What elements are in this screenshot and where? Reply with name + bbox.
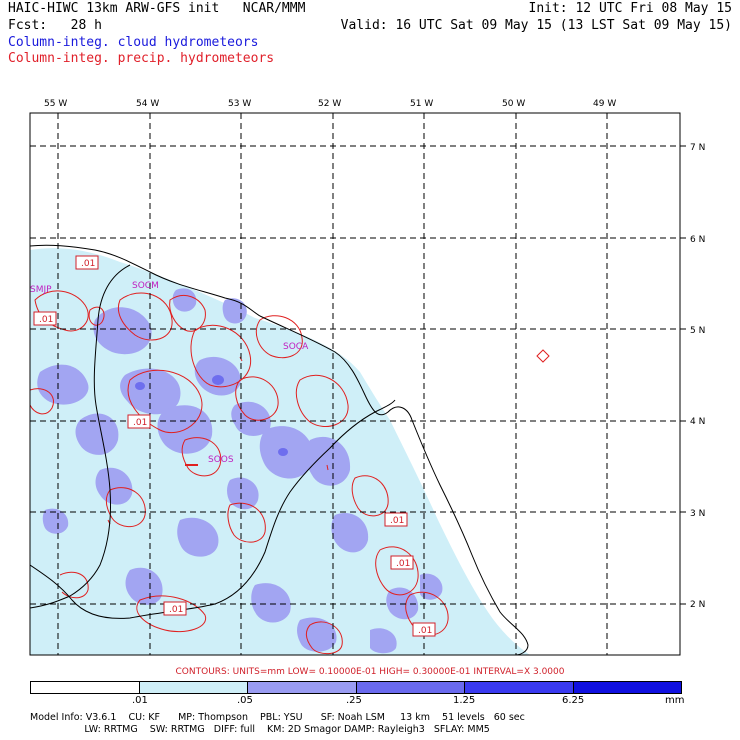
contour-label: .01 (33, 311, 57, 326)
lon-label-55w: 55 W (44, 99, 67, 109)
lon-label-52w: 52 W (318, 99, 341, 109)
lat-label-3n: 3 N (690, 509, 705, 519)
lat-lon-grid (30, 113, 680, 655)
contours-info: CONTOURS: UNITS=mm LOW= 0.10000E-01 HIGH… (175, 667, 565, 677)
model-info-line1: Model Info: V3.6.1 CU: KF MP: Thompson P… (30, 712, 525, 723)
latitude-labels: 7 N 6 N 5 N 4 N 3 N 2 N (690, 143, 705, 610)
cloud-shading-dark (135, 375, 288, 456)
colorbar-tick: .25 (346, 695, 362, 706)
colorbar-tick: .05 (237, 695, 253, 706)
lat-label-6n: 6 N (690, 235, 705, 245)
init-time: Init: 12 UTC Fri 08 May 15 (528, 1, 733, 16)
lat-label-7n: 7 N (690, 143, 705, 153)
svg-text:.01: .01 (169, 605, 183, 615)
colorbar-bin-0 (31, 682, 139, 693)
colorbar-bin-4 (464, 682, 573, 693)
station-soos: SOOS (208, 455, 234, 465)
valid-time: Valid: 16 UTC Sat 09 May 15 (13 LST Sat … (340, 18, 732, 33)
svg-text:.01: .01 (418, 626, 432, 636)
map-frame (29, 112, 681, 656)
model-title: HAIC-HIWC 13km ARW-GFS init NCAR/MMM (8, 1, 306, 16)
cloud-shading-medium (37, 288, 443, 654)
forecast-hour: Fcst: 28 h (8, 18, 102, 33)
svg-text:.01: .01 (81, 259, 95, 269)
lon-label-53w: 53 W (228, 99, 251, 109)
station-soca: SOCA (283, 342, 309, 352)
contour-label: .01 (384, 512, 408, 527)
svg-text:.01: .01 (396, 559, 410, 569)
precip-field-title: Column-integ. precip. hydrometeors (8, 51, 275, 66)
station-smjp: SMJP (30, 285, 52, 295)
frame-ticks (680, 145, 686, 605)
contour-label: .01 (127, 414, 151, 429)
colorbar-bin-5 (572, 682, 681, 693)
contour-label: .01 (75, 255, 99, 270)
colorbar-bin-3 (355, 682, 464, 693)
contour-labels: .01 .01 .01 .01 .01 .01 .01 (33, 255, 436, 637)
colorbar-tick: .01 (132, 695, 148, 706)
longitude-labels: 55 W 54 W 53 W 52 W 51 W 50 W 49 W (44, 99, 616, 109)
colorbar-unit: mm (665, 695, 685, 706)
model-info-line2: LW: RRTMG SW: RRTMG DIFF: full KM: 2D Sm… (30, 724, 490, 735)
lat-label-5n: 5 N (690, 326, 705, 336)
cloud-field-title: Column-integ. cloud hydrometeors (8, 35, 259, 50)
station-socm: SOCM (132, 281, 159, 291)
colorbar-bin-1 (138, 682, 247, 693)
svg-text:.01: .01 (39, 315, 53, 325)
colorbar-tick: 1.25 (453, 695, 476, 706)
lon-label-54w: 54 W (136, 99, 159, 109)
lon-label-51w: 51 W (410, 99, 433, 109)
colorbar-bin-2 (247, 682, 356, 693)
svg-text:.01: .01 (133, 418, 147, 428)
contour-label: .01 (390, 555, 414, 570)
coastline (30, 244, 529, 655)
svg-text:.01: .01 (390, 516, 404, 526)
colorbar-tick: 6.25 (562, 695, 585, 706)
lon-label-50w: 50 W (502, 99, 525, 109)
lat-label-4n: 4 N (690, 417, 705, 427)
contour-label: .01 (412, 622, 436, 637)
contour-label: .01 (163, 601, 187, 616)
lon-label-49w: 49 W (593, 99, 616, 109)
lat-label-2n: 2 N (690, 600, 705, 610)
station-labels: SMJP SOCM SOCA SOOS (30, 281, 309, 465)
colorbar (30, 681, 682, 694)
